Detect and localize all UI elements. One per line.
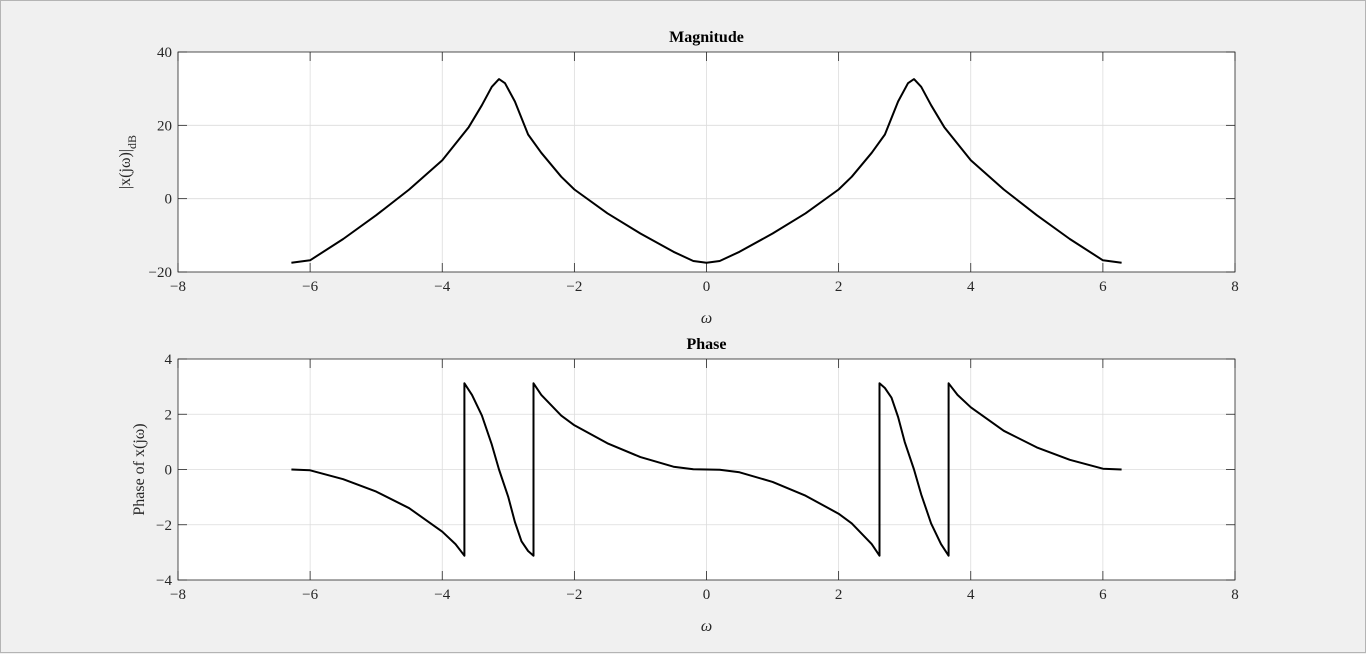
magnitude-x-tick-label-5: 2 [835,279,843,295]
phase-x-tick-label-3: −2 [566,587,582,603]
magnitude-x-tick-label-1: −6 [302,279,318,295]
magnitude-axes-box [177,51,1236,273]
phase-axes: −8 −6 −4 −2 0 2 4 6 8 −4 −2 0 2 4 Phase ω Phase of x(jω) [131,336,1239,635]
phase-axes-box [177,358,1236,581]
magnitude-y-label: |x(jω)|dB [117,135,139,189]
phase-y-tick-label-3: 2 [165,407,173,423]
magnitude-line [291,78,1122,264]
phase-y-tick-label-4: 4 [165,352,173,368]
phase-line [291,382,1122,557]
phase-x-tick-label-2: −4 [434,587,450,603]
phase-title: Phase [687,336,727,353]
phase-y-tick-label-1: −2 [156,518,172,534]
magnitude-y-tick-label-1: 0 [165,192,173,208]
magnitude-y-tick-label-0: −20 [149,265,172,281]
phase-x-tick-label-1: −6 [302,587,318,603]
phase-x-tick-label-7: 6 [1099,587,1107,603]
phase-x-tick-label-5: 2 [835,587,843,603]
magnitude-x-tick-label-3: −2 [566,279,582,295]
magnitude-x-tick-label-4: 0 [703,279,711,295]
phase-x-tick-label-4: 0 [703,587,711,603]
magnitude-x-tick-label-6: 4 [967,279,975,295]
magnitude-y-tick-label-2: 20 [157,118,172,134]
phase-x-label: ω [701,618,712,635]
phase-y-label: Phase of x(jω) [131,423,148,515]
phase-x-tick-label-8: 8 [1231,587,1239,603]
phase-y-tick-label-0: −4 [156,573,172,589]
phase-y-tick-label-2: 0 [165,463,173,479]
magnitude-x-tick-label-7: 6 [1099,279,1107,295]
magnitude-x-tick-label-0: −8 [170,279,186,295]
phase-x-tick-label-6: 4 [967,587,975,603]
magnitude-x-tick-label-8: 8 [1231,279,1239,295]
magnitude-x-label: ω [701,310,712,327]
magnitude-y-tick-label-3: 40 [157,45,172,61]
phase-x-tick-label-0: −8 [170,587,186,603]
magnitude-title: Magnitude [669,29,744,46]
magnitude-x-tick-label-2: −4 [434,279,450,295]
